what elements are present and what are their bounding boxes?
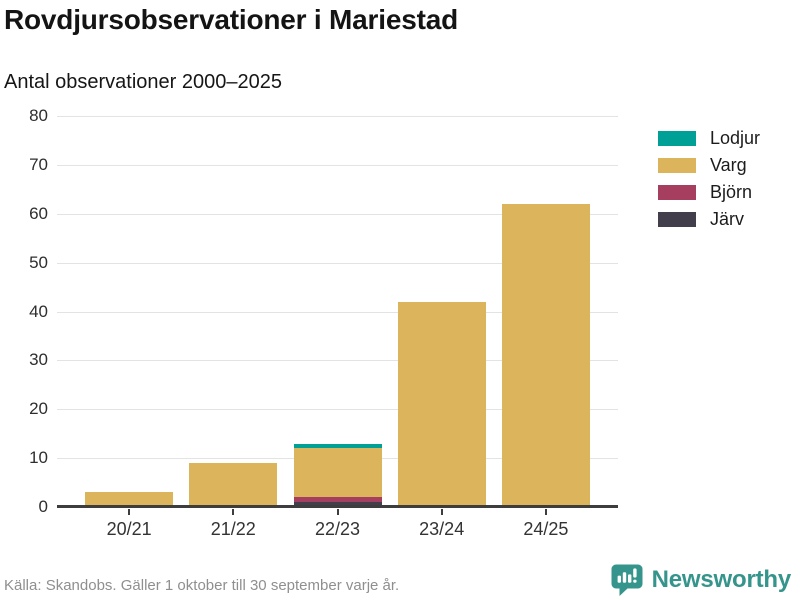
legend-swatch-Varg <box>658 157 696 173</box>
newsworthy-brand[interactable]: Newsworthy <box>610 562 791 597</box>
x-axis-line <box>57 505 618 508</box>
y-axis-label-80: 80 <box>29 106 48 125</box>
legend-item-Lodjur: Lodjur <box>658 128 761 148</box>
y-axis-label-0: 0 <box>38 497 48 516</box>
bar-segment-23/24-Varg <box>397 301 486 507</box>
bar-segment-22/23-Varg <box>293 448 382 498</box>
source-note: Källa: Skandobs. Gäller 1 oktober till 3… <box>4 577 400 594</box>
gridline-20 <box>57 409 618 411</box>
y-axis-label-20: 20 <box>29 399 48 419</box>
chart-title: Rovdjursobservationer i Mariestad <box>4 4 458 35</box>
legend: Lodjur Varg Björn Järv <box>658 128 761 229</box>
legend-item-Björn: Björn <box>658 182 760 202</box>
x-tick-24/25 <box>544 509 547 515</box>
gridline-60 <box>57 213 618 215</box>
x-axis-label-20/21: 20/21 <box>106 519 152 539</box>
legend-item-Järv: Järv <box>658 209 760 229</box>
y-axis-label-10: 10 <box>29 448 48 468</box>
y-axis-label-70: 70 <box>29 154 48 174</box>
bar-segment-24/25-Varg <box>501 203 590 507</box>
legend-item-Varg: Varg <box>658 155 760 175</box>
plot-area: 20/21 21/22 22/23 23/24 24/25 <box>57 116 618 539</box>
gridline-30 <box>57 360 618 362</box>
y-axis-label-30: 30 <box>29 350 48 370</box>
gridline-70 <box>57 164 618 166</box>
legend-label-Lodjur: Lodjur <box>710 128 761 148</box>
x-tick-23/24 <box>440 509 443 515</box>
bar-23/24 <box>397 301 486 507</box>
x-axis-label-22/23: 22/23 <box>314 519 361 539</box>
x-axis-label-24/25: 24/25 <box>523 519 569 539</box>
bar-21/22 <box>189 463 278 507</box>
x-tick-22/23 <box>336 509 339 515</box>
legend-label-Järv: Järv <box>710 209 745 229</box>
legend-swatch-Järv <box>658 211 696 227</box>
bar-segment-21/22-Varg <box>189 463 278 507</box>
legend-swatch-Lodjur <box>658 130 696 146</box>
bar-segment-22/23-Järv <box>293 502 382 507</box>
newsworthy-wordmark: Newsworthy <box>651 565 792 593</box>
y-axis-label-50: 50 <box>29 252 48 272</box>
chart-subtitle: Antal observationer 2000–2025 <box>4 71 282 93</box>
x-axis-label-23/24: 23/24 <box>419 519 465 539</box>
bar-20/21 <box>85 492 174 507</box>
legend-label-Björn: Björn <box>710 182 753 202</box>
gridline-40 <box>57 311 618 313</box>
bar-segment-22/23-Björn <box>293 497 382 503</box>
bar-22/23 <box>293 443 382 507</box>
gridline-80 <box>57 116 618 117</box>
y-axis-label-40: 40 <box>29 301 48 321</box>
x-axis-label-21/22: 21/22 <box>210 519 256 539</box>
legend-label-Varg: Varg <box>710 155 747 175</box>
newsworthy-logo-icon <box>610 562 644 597</box>
bar-segment-22/23-Lodjur <box>293 443 382 449</box>
gridline-50 <box>57 262 618 264</box>
x-tick-21/22 <box>232 509 235 515</box>
legend-swatch-Björn <box>658 184 696 200</box>
bar-24/25 <box>501 203 590 507</box>
bar-segment-20/21-Varg <box>85 492 174 507</box>
x-tick-20/21 <box>128 509 131 515</box>
y-axis-label-60: 60 <box>29 203 48 223</box>
y-axis: 0 10 20 30 40 50 60 70 80 <box>0 106 48 516</box>
